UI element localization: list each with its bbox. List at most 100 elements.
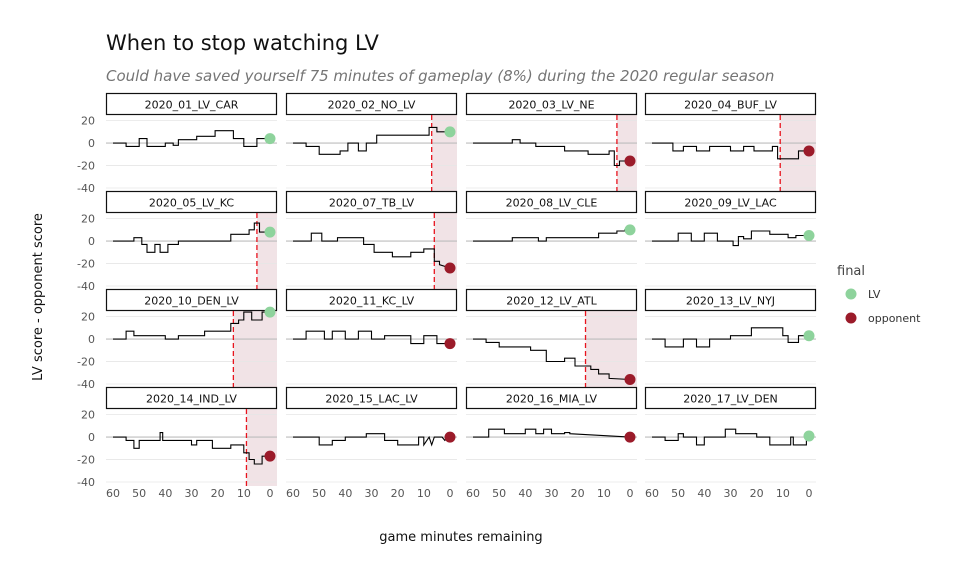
facet-panel: 2020_10_DEN_LV 20 0 -20 -40 (77, 288, 278, 391)
x-tick-label: 40 (338, 487, 352, 500)
final-score-point (264, 450, 276, 462)
final-score-point (803, 430, 815, 442)
y-tick-label: -40 (77, 378, 95, 391)
x-tick-label: 0 (627, 487, 634, 500)
final-score-point (803, 229, 815, 241)
y-tick-label: 0 (88, 235, 95, 248)
final-score-point (444, 262, 456, 274)
score-line (113, 222, 270, 253)
x-tick-label: 20 (750, 487, 764, 500)
facet-strip (465, 288, 638, 312)
x-tick-label: 10 (417, 487, 431, 500)
facet-title: 2020_07_TB_LV (329, 197, 415, 210)
facet-strip (465, 386, 638, 410)
facet-title: 2020_05_LV_KC (149, 197, 235, 210)
x-tick-label: 40 (518, 487, 532, 500)
final-score-point (624, 155, 636, 167)
legend-key-opponent (845, 312, 857, 324)
x-tick-label: 40 (158, 487, 172, 500)
x-tick-label: 40 (697, 487, 711, 500)
facet-panel: 2020_16_MIA_LV 60 50 40 30 20 10 0 (465, 386, 638, 500)
y-tick-label: 0 (88, 137, 95, 150)
x-tick-label: 0 (447, 487, 454, 500)
x-tick-label: 10 (597, 487, 611, 500)
facet-panel: 2020_07_TB_LV (285, 190, 458, 290)
score-line (293, 330, 450, 345)
x-tick-label: 50 (312, 487, 326, 500)
cutoff-shade (434, 213, 457, 290)
x-tick-label: 20 (211, 487, 225, 500)
facet-title: 2020_13_LV_NYJ (686, 295, 775, 308)
final-score-point (264, 133, 276, 145)
facet-title: 2020_04_BUF_LV (684, 99, 777, 112)
x-tick-label: 10 (776, 487, 790, 500)
y-tick-label: 20 (81, 213, 95, 226)
facet-panel: 2020_02_NO_LV (285, 92, 458, 192)
final-score-point (803, 145, 815, 157)
facet-strip (105, 386, 278, 410)
legend-label-opponent: opponent (868, 312, 921, 325)
score-line (293, 433, 450, 447)
score-line (473, 139, 630, 167)
x-tick-label: 30 (724, 487, 738, 500)
facet-strip (644, 190, 817, 214)
facet-title: 2020_15_LAC_LV (325, 393, 418, 406)
legend: final LV opponent (837, 264, 921, 325)
facet-panel: 2020_17_LV_DEN 60 50 40 30 20 10 0 (644, 386, 817, 500)
score-line (113, 130, 270, 147)
facet-title: 2020_01_LV_CAR (145, 99, 239, 112)
legend-key-lv (845, 288, 857, 300)
final-score-point (624, 374, 636, 386)
x-tick-label: 50 (132, 487, 146, 500)
facet-strip (644, 386, 817, 410)
facet-panel: 2020_15_LAC_LV 60 50 40 30 20 10 0 (285, 386, 458, 500)
legend-label-lv: LV (868, 288, 881, 301)
x-tick-label: 50 (671, 487, 685, 500)
score-line (473, 229, 630, 242)
cutoff-shade (246, 409, 277, 486)
x-axis-label: game minutes remaining (379, 530, 542, 545)
y-tick-label: -40 (77, 280, 95, 293)
x-tick-label: 30 (545, 487, 559, 500)
score-line (293, 126, 450, 155)
x-tick-label: 50 (492, 487, 506, 500)
facet-panel: 2020_14_IND_LV 20 0 -20 -40 60 50 40 30 20 10 0 (77, 386, 278, 500)
facet-title: 2020_17_LV_DEN (683, 393, 778, 406)
legend-title: final (837, 264, 865, 279)
facet-title: 2020_02_NO_LV (328, 99, 416, 112)
facet-title: 2020_12_LV_ATL (506, 295, 597, 308)
score-line (652, 142, 809, 160)
score-line (652, 327, 809, 348)
facet-panel: 2020_12_LV_ATL (465, 288, 638, 388)
y-tick-label: -20 (77, 454, 95, 467)
facet-strip (105, 190, 278, 214)
facet-panel: 2020_09_LV_LAC (644, 190, 817, 287)
facet-panel: 2020_08_LV_CLE (465, 190, 638, 287)
x-tick-label: 60 (645, 487, 659, 500)
y-tick-label: 20 (81, 115, 95, 128)
cutoff-shade (233, 311, 277, 388)
final-score-point (444, 338, 456, 350)
facet-title: 2020_09_LV_LAC (684, 197, 777, 210)
x-tick-label: 20 (391, 487, 405, 500)
facet-panel: 2020_13_LV_NYJ (644, 288, 817, 385)
facet-strip (285, 288, 458, 312)
x-tick-label: 60 (466, 487, 480, 500)
facet-strip (105, 92, 278, 116)
score-line (652, 428, 809, 446)
x-tick-label: 30 (185, 487, 199, 500)
x-tick-label: 0 (806, 487, 813, 500)
score-line (113, 311, 270, 340)
facet-title: 2020_08_LV_CLE (506, 197, 598, 210)
facet-title: 2020_10_DEN_LV (144, 295, 239, 308)
facet-strip (465, 190, 638, 214)
x-tick-label: 20 (571, 487, 585, 500)
facet-strip (285, 92, 458, 116)
x-tick-label: 30 (365, 487, 379, 500)
y-tick-label: -20 (77, 160, 95, 173)
facet-panel: 2020_11_KC_LV (285, 288, 458, 385)
y-tick-label: -40 (77, 182, 95, 195)
y-axis-label: LV score - opponent score (31, 213, 46, 381)
